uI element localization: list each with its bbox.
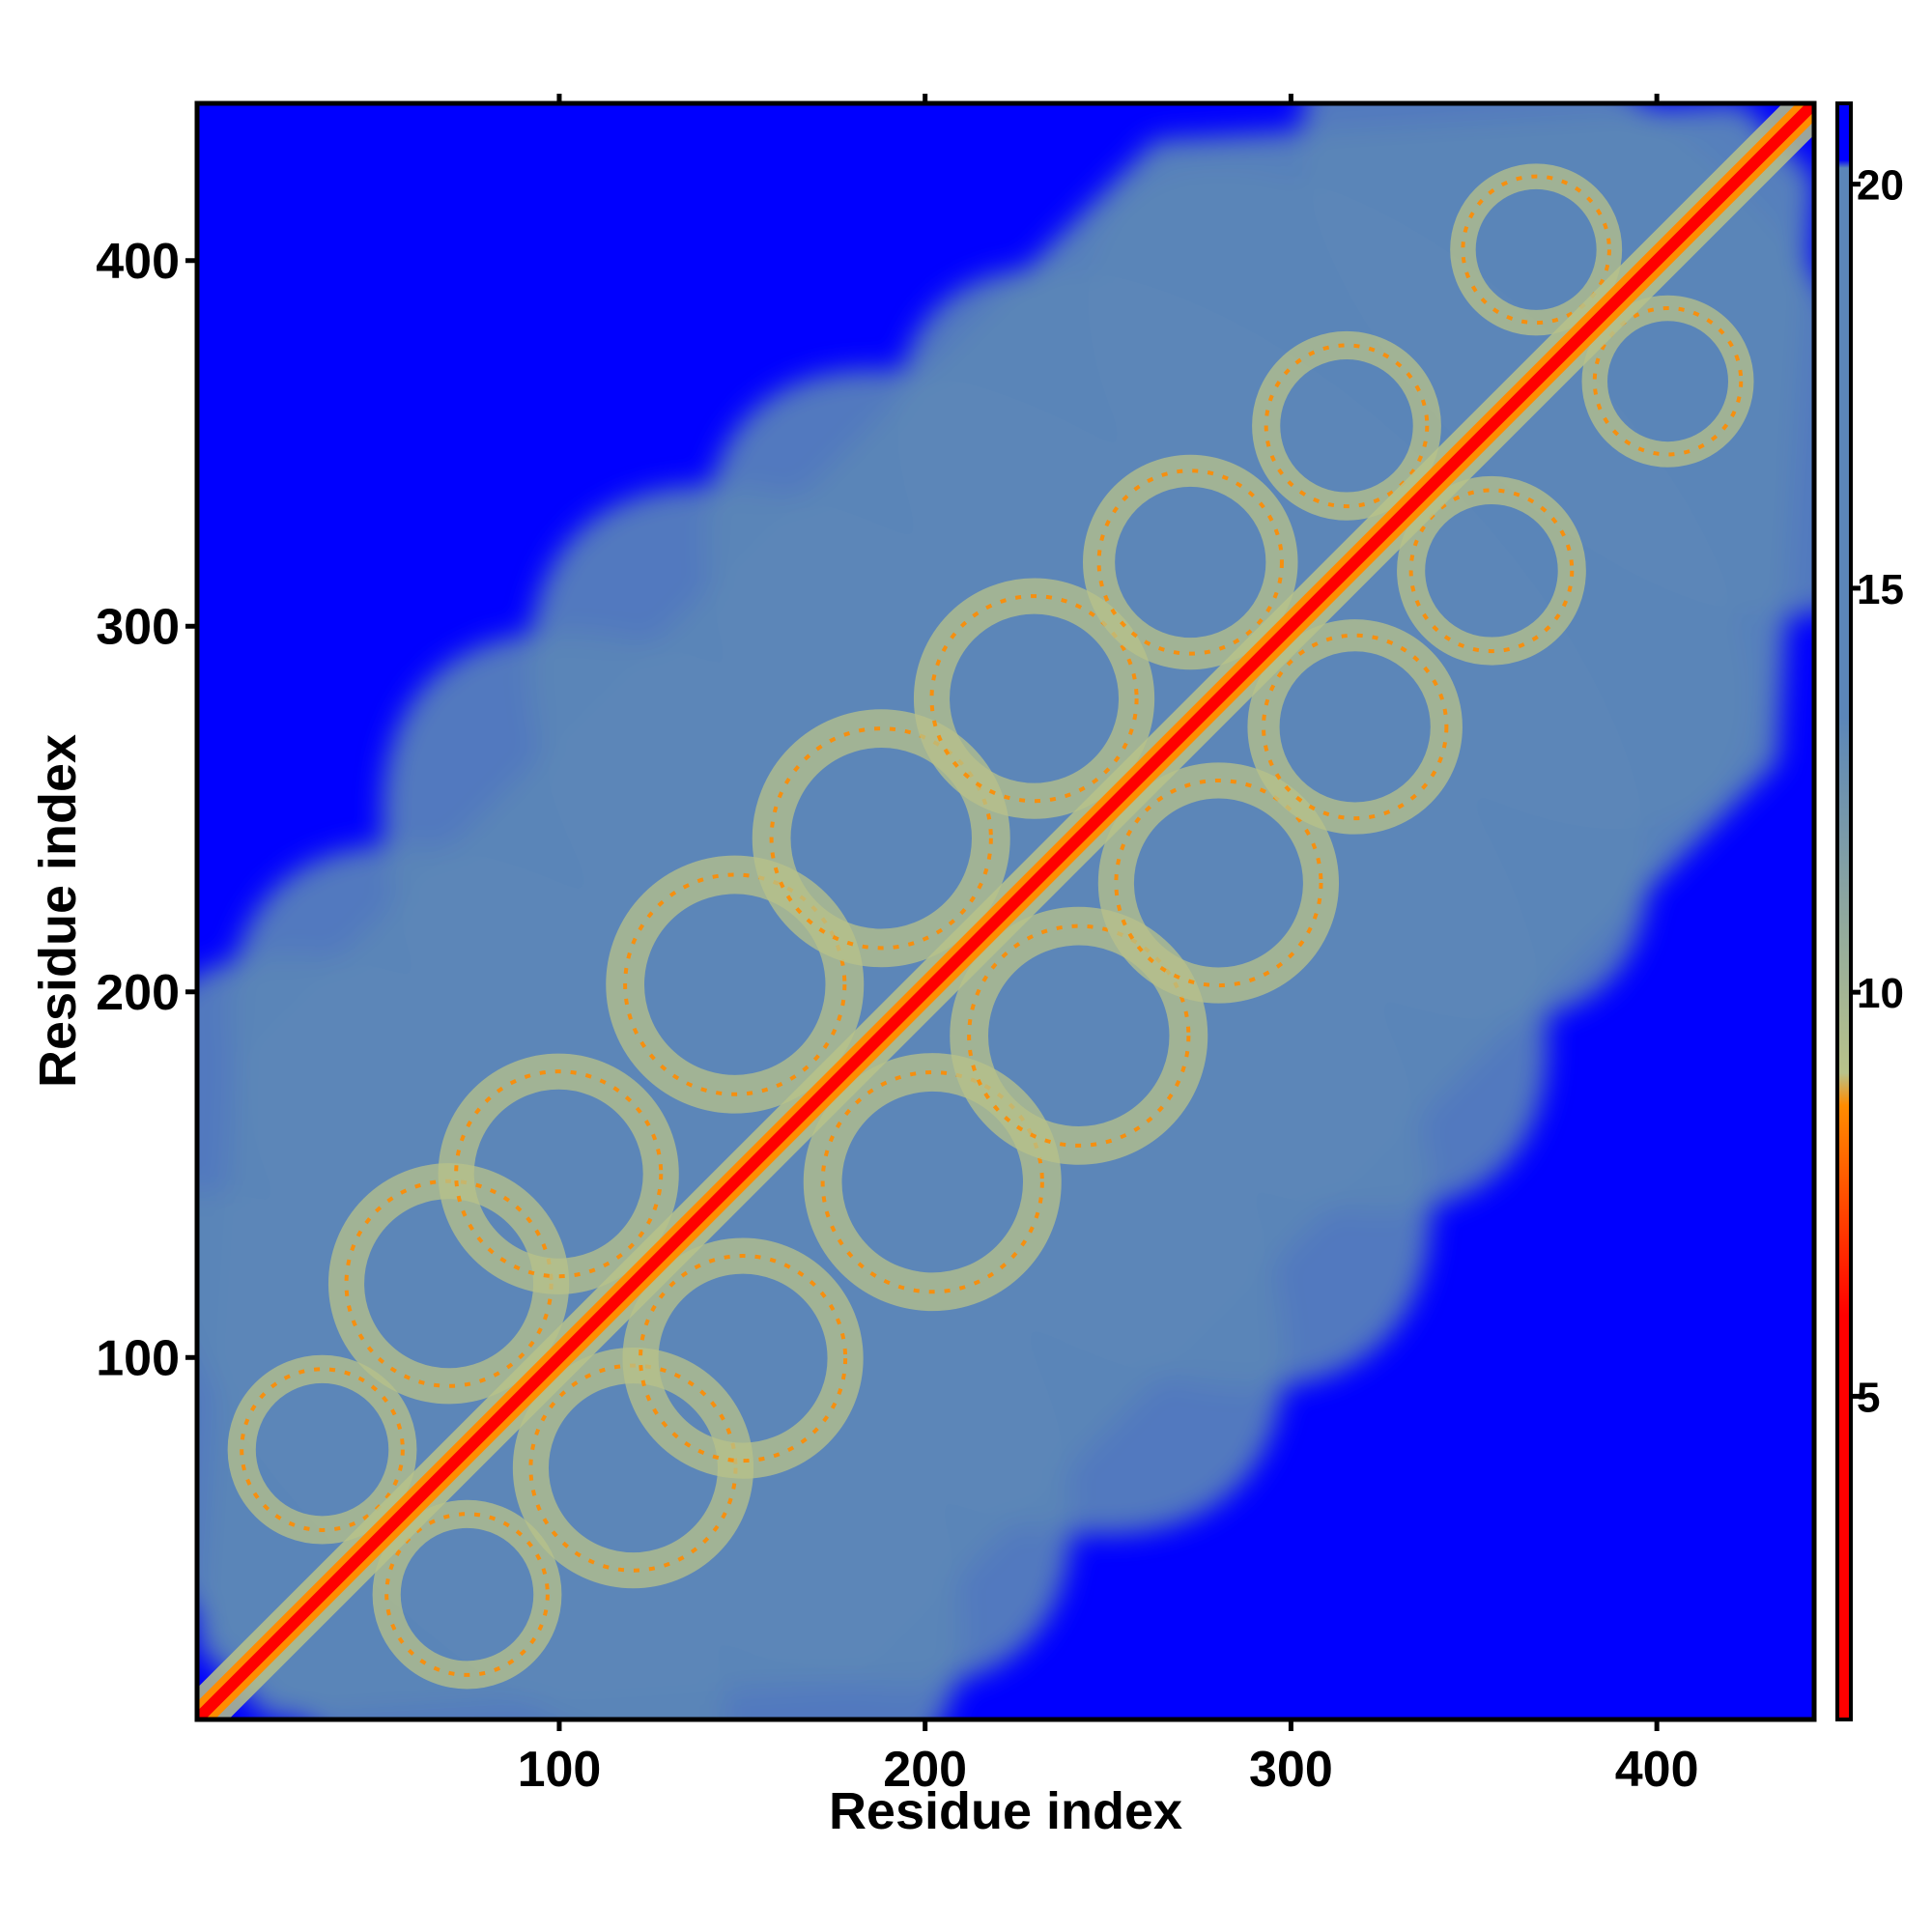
contact-ring	[240, 1367, 405, 1532]
x-tick-label: 100	[518, 1742, 602, 1798]
contact-ring	[1408, 488, 1575, 654]
y-axis: 100 200 300 400	[96, 234, 197, 1386]
x-tick-label: 200	[883, 1742, 967, 1798]
contact-ring	[769, 726, 993, 951]
contact-ring	[623, 872, 847, 1096]
contact-ring	[1461, 174, 1611, 326]
contact-ring	[384, 1512, 550, 1677]
x-axis: 100 200 300 400	[518, 94, 1699, 1798]
colorbar-ticks: 5 10 15 20	[1851, 162, 1904, 1421]
contact-ring	[929, 594, 1139, 804]
x-axis-label: Residue index	[829, 1782, 1182, 1840]
contact-features	[227, 163, 1754, 1690]
colorbar-tick-label: 15	[1857, 566, 1904, 613]
y-tick-label: 100	[96, 1330, 180, 1386]
y-tick-label: 400	[96, 234, 180, 290]
contact-ring	[1262, 633, 1449, 821]
diagonal-core	[197, 103, 1814, 1719]
colorbar-tick-label: 20	[1857, 162, 1904, 210]
contact-ring	[820, 1070, 1044, 1294]
colorbar-tick-label: 10	[1857, 970, 1904, 1017]
contact-ring	[967, 923, 1191, 1148]
colorbar-gradient	[1835, 101, 1853, 1721]
y-tick-label: 300	[96, 599, 180, 655]
y-tick-label: 200	[96, 965, 180, 1021]
contact-ring	[639, 1254, 848, 1463]
contact-ring	[454, 1069, 664, 1279]
colorbar-tick-label: 5	[1857, 1374, 1880, 1421]
colorbar: 5 10 15 20	[1835, 101, 1904, 1721]
y-axis-label: Residue index	[29, 734, 87, 1088]
diagonal-band	[197, 103, 1814, 1719]
x-tick-label: 300	[1249, 1742, 1333, 1798]
x-tick-label: 400	[1615, 1742, 1699, 1798]
contact-ring	[1592, 305, 1744, 457]
contact-ring	[1096, 469, 1284, 656]
contact-ring	[1264, 343, 1430, 509]
plot-frame	[194, 100, 1817, 1722]
contact-ring	[1114, 778, 1323, 988]
